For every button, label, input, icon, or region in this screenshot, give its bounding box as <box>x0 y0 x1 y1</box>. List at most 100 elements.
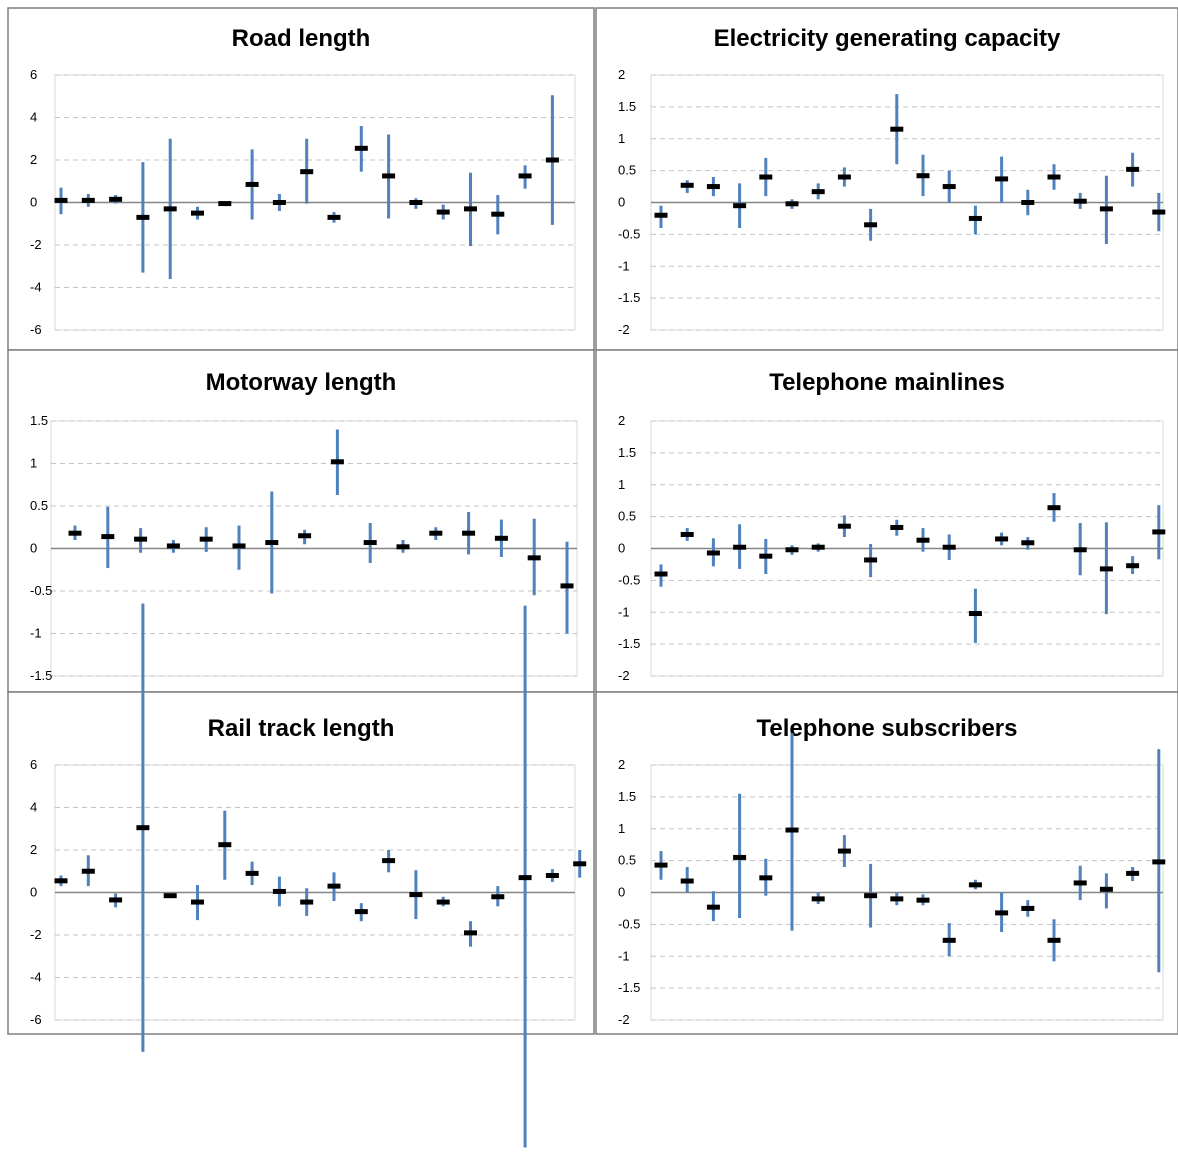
y-tick-label: -1.5 <box>618 636 640 651</box>
y-tick-label: -1.5 <box>30 668 52 683</box>
panels-layer: Road length 6 4 2 0 -2 -4 -6 Electricity generat… <box>7 7 1178 1035</box>
chart-title: Telephone subscribers <box>757 715 1018 742</box>
y-tick-label: 0 <box>30 885 37 900</box>
data-point <box>272 200 286 205</box>
data-point <box>1099 206 1113 212</box>
data-point <box>81 868 95 874</box>
chart-title: Road length <box>232 25 371 52</box>
data-point <box>1073 547 1087 553</box>
y-tick-label: 0 <box>618 541 625 556</box>
data-point <box>995 910 1009 916</box>
data-point <box>1047 174 1061 180</box>
data-point <box>1099 566 1113 572</box>
data-point <box>995 176 1009 182</box>
data-point <box>68 530 82 536</box>
data-point <box>136 214 150 220</box>
data-point <box>680 878 694 884</box>
data-point <box>545 873 559 878</box>
data-point <box>995 536 1009 542</box>
y-tick-label: -2 <box>30 927 42 942</box>
y-tick-label: 4 <box>30 110 37 125</box>
data-point <box>733 203 747 209</box>
data-point <box>837 174 851 180</box>
data-point <box>382 173 396 179</box>
data-point <box>462 530 476 536</box>
data-point <box>300 169 314 175</box>
data-point <box>491 894 505 900</box>
y-tick-label: 2 <box>30 842 37 857</box>
chart-title: Electricity generating capacity <box>714 25 1061 52</box>
data-point <box>54 878 68 884</box>
y-tick-label: 0 <box>30 195 37 210</box>
chart-title: Motorway length <box>206 369 397 396</box>
data-point <box>1099 886 1113 892</box>
data-point <box>733 544 747 550</box>
data-point <box>518 875 532 881</box>
data-point <box>706 904 720 910</box>
y-tick-label: -1 <box>618 604 630 619</box>
data-point <box>494 535 508 541</box>
y-tick-label: 0.5 <box>30 498 48 513</box>
y-tick-label: 0 <box>30 541 37 556</box>
data-point <box>354 909 368 915</box>
y-tick-label: -1.5 <box>618 980 640 995</box>
y-tick-label: 1 <box>30 456 37 471</box>
data-point <box>573 861 587 867</box>
data-point <box>890 896 904 902</box>
data-point <box>890 524 904 530</box>
y-tick-label: -0.5 <box>618 916 640 931</box>
data-point <box>272 888 286 894</box>
y-tick-label: -2 <box>618 1012 630 1027</box>
data-point <box>54 197 68 203</box>
data-point <box>759 553 773 559</box>
data-point <box>785 201 799 207</box>
y-tick-label: -1.5 <box>618 290 640 305</box>
chart-panel: Motorway length 1.5 1 0.5 0 -0.5 -1 -1.5 <box>7 349 595 693</box>
data-point <box>327 883 341 889</box>
data-point <box>968 215 982 221</box>
y-tick-label: -1 <box>618 948 630 963</box>
panel-frame <box>7 7 595 351</box>
y-tick-label: -6 <box>30 322 42 337</box>
data-point <box>396 544 410 550</box>
data-point <box>811 544 825 550</box>
chart-panel: Telephone mainlines 2 1.5 1 0.5 0 -0.5 -1 -1.5 -2 <box>595 349 1178 693</box>
y-tick-label: 1.5 <box>618 99 636 114</box>
data-point <box>654 212 668 218</box>
chart-title: Telephone mainlines <box>769 369 1005 396</box>
data-point <box>942 937 956 943</box>
data-point <box>811 189 825 195</box>
data-point <box>560 583 574 589</box>
data-point <box>1073 198 1087 204</box>
data-point <box>429 530 443 536</box>
data-point <box>518 173 532 179</box>
data-point <box>1047 937 1061 943</box>
panel-frame <box>595 349 1178 693</box>
chart-panel: Road length 6 4 2 0 -2 -4 -6 <box>7 7 595 351</box>
data-point <box>1047 505 1061 511</box>
data-point <box>330 459 344 465</box>
data-point <box>436 209 450 215</box>
y-tick-label: -0.5 <box>618 572 640 587</box>
chart-panel: Electricity generating capacity 2 1.5 1 0.5 0… <box>595 7 1178 351</box>
y-tick-label: 4 <box>30 800 37 815</box>
y-tick-label: 1 <box>618 131 625 146</box>
data-point <box>759 875 773 881</box>
data-point <box>191 210 204 216</box>
data-point <box>101 534 115 540</box>
data-point <box>785 547 799 553</box>
data-point <box>1021 200 1035 205</box>
y-tick-label: 6 <box>30 757 37 772</box>
data-point <box>1152 859 1166 865</box>
data-point <box>706 184 720 190</box>
y-tick-label: 1.5 <box>30 413 48 428</box>
y-tick-label: 1.5 <box>618 789 636 804</box>
panel-frame <box>7 691 595 1035</box>
y-tick-label: -0.5 <box>618 226 640 241</box>
y-tick-label: 6 <box>30 67 37 82</box>
y-tick-label: 0 <box>618 885 625 900</box>
data-point <box>1126 563 1140 569</box>
data-point <box>218 201 232 207</box>
data-point <box>163 206 177 212</box>
